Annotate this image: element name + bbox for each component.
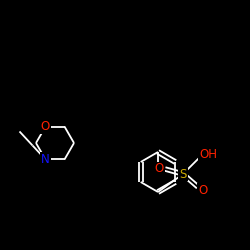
Text: O: O [198,184,207,196]
Text: OH: OH [199,148,217,162]
Text: N: N [41,153,50,166]
Text: S: S [179,168,187,180]
Text: O: O [41,120,50,133]
Text: O: O [154,162,164,175]
